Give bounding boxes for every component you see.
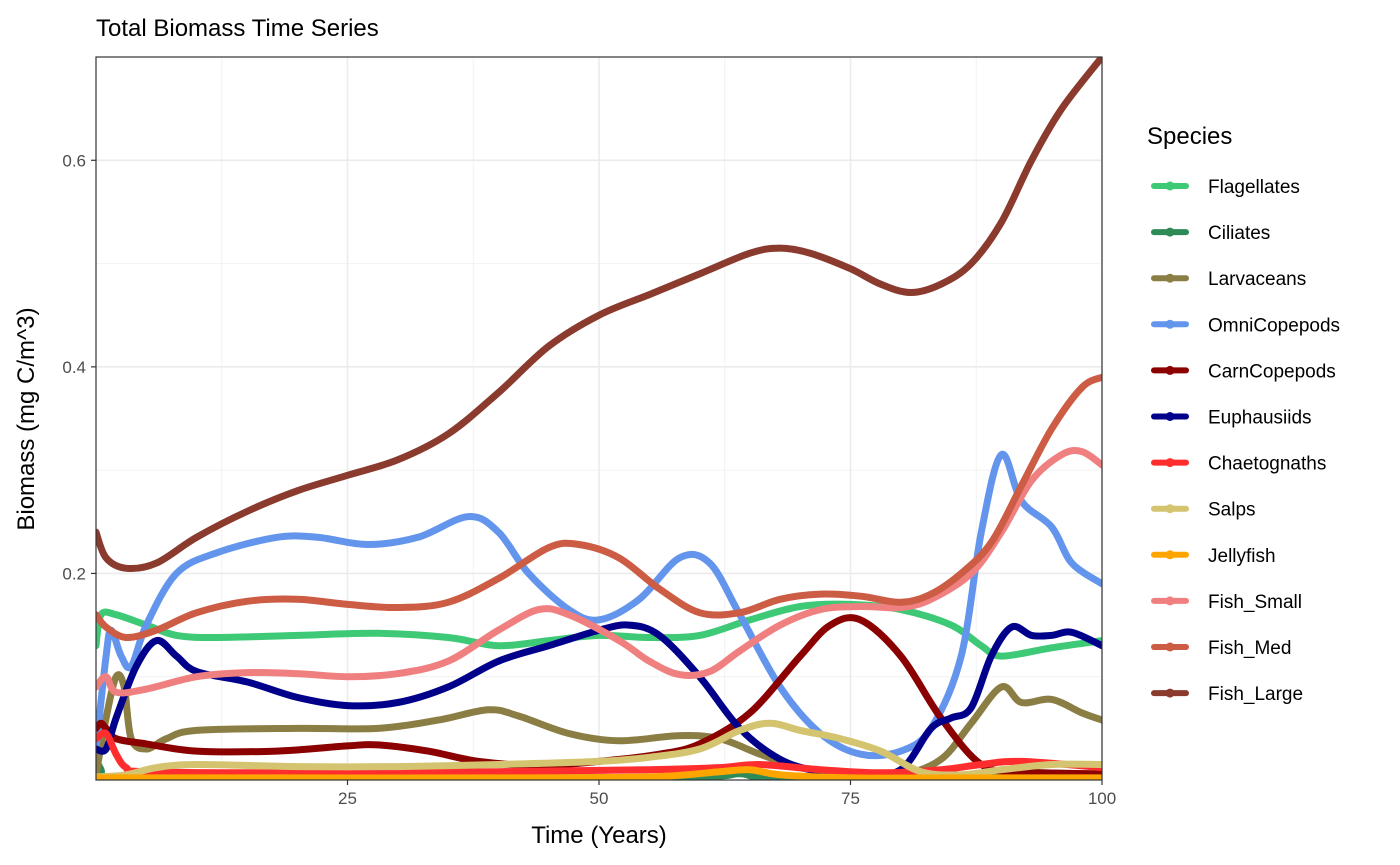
legend-label: Jellyfish xyxy=(1208,546,1276,567)
legend-item-ciliates: Ciliates xyxy=(1151,223,1270,244)
legend-label: Fish_Large xyxy=(1208,684,1303,705)
series-lines xyxy=(96,57,1102,780)
y-axis-label: Biomass (mg C/m^3) xyxy=(13,307,40,530)
legend-label: Ciliates xyxy=(1208,223,1270,244)
legend-key-point xyxy=(1165,412,1175,421)
legend-label: Chaetognaths xyxy=(1208,454,1326,475)
legend: Species Flagellates Ciliates Larvaceans Omn… xyxy=(1147,123,1340,705)
legend-label: Flagellates xyxy=(1208,177,1300,198)
legend-key-point xyxy=(1165,596,1175,606)
legend-item-fish-med: Fish_Med xyxy=(1151,638,1291,659)
chart-title: Total Biomass Time Series xyxy=(96,15,379,42)
legend-label: Euphausiids xyxy=(1208,408,1312,429)
x-tick-label: 25 xyxy=(338,789,357,808)
legend-key-point xyxy=(1165,365,1175,375)
legend-item-omnicopepods: OmniCopepods xyxy=(1151,315,1340,336)
y-tick-label: 0.6 xyxy=(62,151,86,170)
x-axis-label: Time (Years) xyxy=(531,822,667,849)
series-line-chaetognaths xyxy=(96,729,1102,777)
legend-label: Salps xyxy=(1208,500,1256,521)
legend-key-point xyxy=(1165,688,1175,698)
legend-item-carncopepods: CarnCopepods xyxy=(1151,361,1336,382)
legend-key-point xyxy=(1165,273,1175,283)
legend-label: CarnCopepods xyxy=(1208,361,1336,382)
y-tick-label: 0.2 xyxy=(62,564,86,583)
legend-item-larvaceans: Larvaceans xyxy=(1151,269,1306,290)
legend-key-point xyxy=(1165,458,1175,468)
legend-key-point xyxy=(1165,504,1175,514)
legend-item-fish-large: Fish_Large xyxy=(1151,684,1303,705)
legend-label: Fish_Small xyxy=(1208,592,1302,613)
legend-item-jellyfish: Jellyfish xyxy=(1151,546,1276,567)
x-tick-label: 50 xyxy=(590,789,609,808)
legend-label: Fish_Med xyxy=(1208,638,1291,659)
series-line-fish-med xyxy=(96,373,1102,642)
legend-item-salps: Salps xyxy=(1151,500,1256,521)
legend-item-flagellates: Flagellates xyxy=(1151,177,1300,198)
legend-item-chaetognaths: Chaetognaths xyxy=(1151,454,1326,475)
series-group xyxy=(96,57,1102,780)
series-line-flagellates xyxy=(96,600,1102,660)
legend-key-point xyxy=(1165,181,1175,191)
legend-key-point xyxy=(1165,642,1175,652)
y-axis: 0.2 0.4 0.6 xyxy=(62,151,96,583)
legend-key-point xyxy=(1165,319,1175,329)
y-tick-label: 0.4 xyxy=(62,358,86,377)
legend-item-fish-small: Fish_Small xyxy=(1151,592,1302,613)
series-line-fish-small xyxy=(96,446,1102,697)
legend-label: Larvaceans xyxy=(1208,269,1306,290)
series-line-jellyfish xyxy=(96,766,1102,780)
series-line-omnicopepods xyxy=(96,451,1102,760)
series-line-larvaceans xyxy=(96,671,1102,780)
legend-title: Species xyxy=(1147,123,1232,150)
legend-item-euphausiids: Euphausiids xyxy=(1151,408,1312,429)
x-tick-label: 100 xyxy=(1088,789,1116,808)
legend-key-point xyxy=(1165,227,1175,237)
series-line-fish-large xyxy=(96,57,1102,573)
x-axis: 25 50 75 100 xyxy=(338,780,1116,808)
x-tick-label: 75 xyxy=(841,789,860,808)
series-line-euphausiids xyxy=(96,621,1102,779)
legend-key-point xyxy=(1165,550,1175,560)
legend-label: OmniCopepods xyxy=(1208,315,1340,336)
